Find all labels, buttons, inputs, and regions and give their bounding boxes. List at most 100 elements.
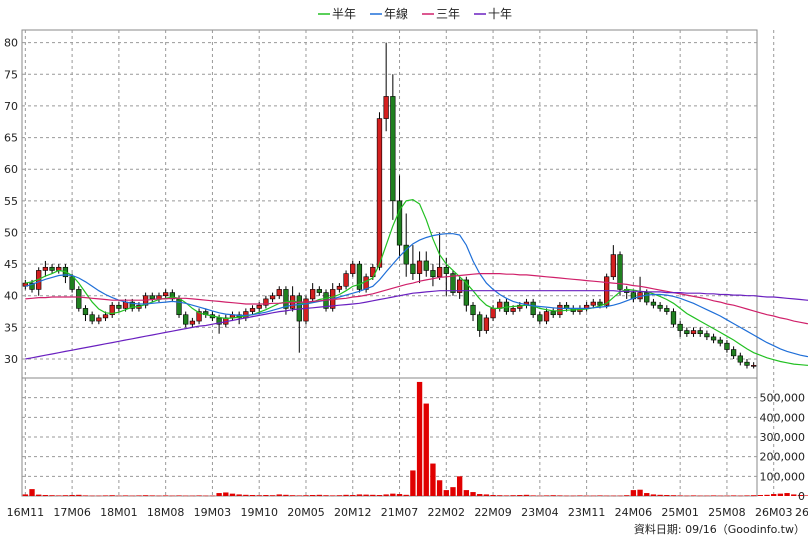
volume-bar <box>436 480 443 496</box>
volume-bar <box>543 495 550 496</box>
candle-body <box>724 342 730 350</box>
candle-body <box>684 330 690 335</box>
volume-bar <box>577 495 583 496</box>
volume-bar <box>590 495 596 497</box>
volume-bar <box>136 495 142 496</box>
volume-bar <box>517 495 523 496</box>
candle-body <box>76 289 82 309</box>
candle-body <box>664 308 670 312</box>
volume-bar <box>183 495 189 497</box>
volume-bar <box>162 495 169 496</box>
volume-bar <box>383 494 389 496</box>
chart-grid <box>21 29 775 497</box>
volume-bar <box>236 494 242 496</box>
candle-body <box>690 330 697 335</box>
candle-body <box>176 298 182 316</box>
candle-body <box>677 323 683 331</box>
volume-bar <box>189 495 196 497</box>
legend-label: 三年 <box>436 7 460 21</box>
volume-bar <box>710 495 717 496</box>
volume-bar <box>116 495 122 497</box>
volume-bar <box>477 494 483 496</box>
candle-body <box>303 298 309 322</box>
candle-body <box>416 260 423 274</box>
volume-bar <box>209 495 216 497</box>
candle-body <box>617 254 623 290</box>
candle-body <box>483 317 490 331</box>
volume-bar <box>650 494 657 496</box>
candle-body <box>717 339 723 344</box>
candle-body <box>69 276 75 290</box>
x-tick-label: 20M05 <box>287 506 325 519</box>
price-tick-label: 60 <box>4 163 18 176</box>
candle-body <box>149 295 155 300</box>
volume-bar <box>704 495 710 497</box>
volume-bar <box>96 495 102 497</box>
volume-bar <box>664 495 670 496</box>
volume-bar <box>724 495 730 497</box>
volume-bar <box>343 494 349 496</box>
candle-body <box>336 285 343 290</box>
volume-bar <box>289 495 296 496</box>
volume-bar <box>730 495 737 496</box>
candle-body <box>436 266 443 278</box>
volume-bar <box>56 495 62 496</box>
price-tick-label: 40 <box>4 290 18 303</box>
candle-body <box>96 317 102 322</box>
candle-body <box>390 96 396 202</box>
x-tick-label: 25M08 <box>708 506 746 519</box>
volume-bar <box>169 495 176 497</box>
x-tick-label: 16M11 <box>7 506 45 519</box>
volume-bar <box>249 495 256 496</box>
x-tick-label: 22M02 <box>428 506 466 519</box>
volume-bar <box>176 495 182 496</box>
candle-body <box>510 308 516 312</box>
volume-bar <box>69 495 75 496</box>
volume-bar <box>330 495 336 496</box>
candle-body <box>376 118 383 268</box>
candle-body <box>543 311 550 322</box>
candle-body <box>597 301 603 306</box>
candle-body <box>443 266 449 274</box>
candle-body <box>116 304 122 309</box>
volume-bar <box>771 494 777 496</box>
candle-body <box>183 314 189 325</box>
volume-bar <box>463 490 470 496</box>
volume-tick-label: 300,000 <box>760 431 806 444</box>
candle-body <box>129 301 135 309</box>
volume-bar <box>129 495 135 497</box>
candle-body <box>189 320 196 325</box>
volume-bar <box>644 493 650 496</box>
x-tick-label: 19M03 <box>194 506 232 519</box>
volume-bar <box>797 495 804 496</box>
price-tick-label: 65 <box>4 132 18 145</box>
candle-body <box>730 349 737 357</box>
candle-body <box>697 330 703 335</box>
price-panel-frame <box>21 29 758 379</box>
candle-body <box>670 311 677 325</box>
candle-body <box>363 276 369 290</box>
candle-body <box>163 292 169 297</box>
volume-bar <box>122 495 129 496</box>
volume-bar <box>470 492 476 496</box>
candle-body <box>89 314 95 322</box>
volume-bar <box>283 494 289 496</box>
candle-body <box>497 301 503 309</box>
x-tick-label: 22M09 <box>474 506 512 519</box>
volume-bar <box>550 495 556 496</box>
volume-tick-label: 500,000 <box>760 392 806 405</box>
volume-bar <box>416 381 423 496</box>
candle-body <box>283 289 289 309</box>
data-date-footer: 資料日期: 09/16（Goodinfo.tw） <box>634 522 805 536</box>
volume-bar <box>229 493 236 496</box>
volume-bar <box>503 495 510 496</box>
candle-body <box>557 304 563 316</box>
volume-bar <box>42 495 49 496</box>
volume-bar <box>430 463 436 496</box>
volume-bar <box>456 476 463 496</box>
volume-bar <box>624 495 630 496</box>
candle-body <box>610 254 616 278</box>
axis-labels: 30 35 40 45 50 55 60 65 70 75 80 0 100,000 200,000 300… <box>4 37 808 519</box>
volume-bar <box>630 490 637 496</box>
